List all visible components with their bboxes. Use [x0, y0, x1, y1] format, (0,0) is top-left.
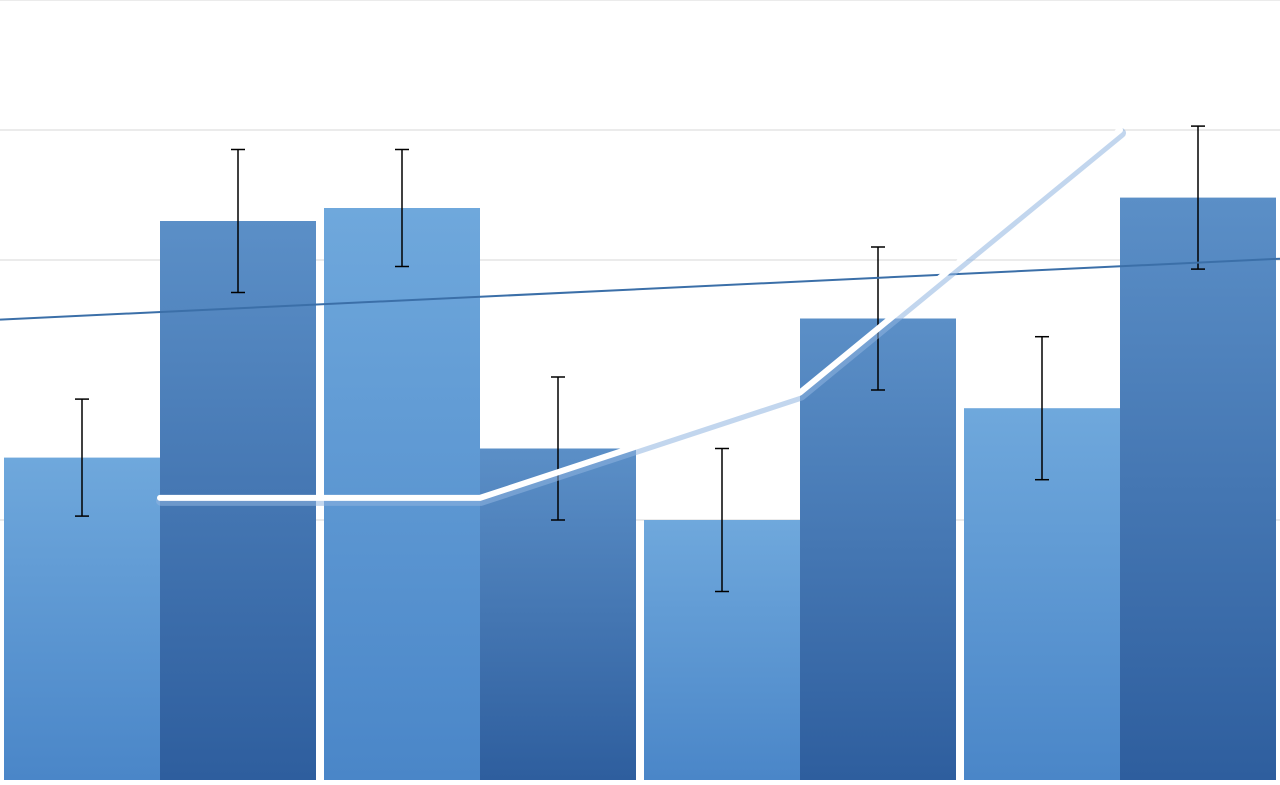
bar-a: [324, 208, 480, 780]
bar-line-chart: [0, 0, 1280, 785]
bar-b: [1120, 198, 1276, 780]
chart-svg: [0, 0, 1280, 785]
